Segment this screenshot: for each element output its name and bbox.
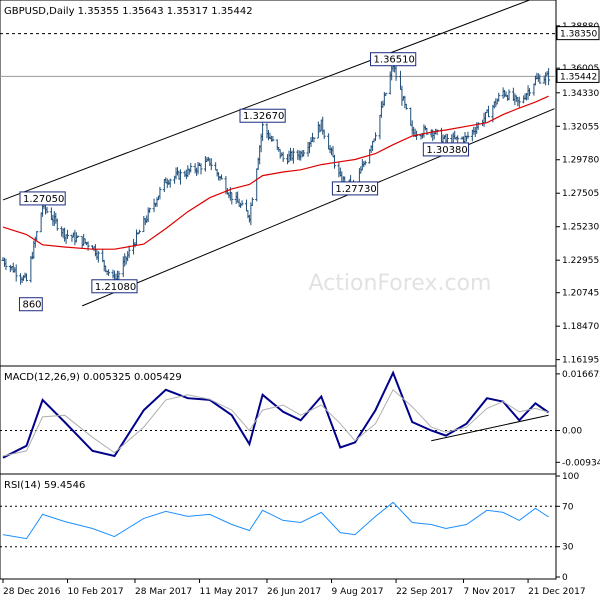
last-price-badge <box>556 68 600 83</box>
channel-line-lower <box>82 108 555 307</box>
macd-series-macd <box>2 370 550 459</box>
x-axis-label: 10 Feb 2017 <box>68 587 124 597</box>
price-annotation-label: 1.21080 <box>95 282 136 293</box>
price-annotation-label: 860 <box>22 300 41 311</box>
price-layer: 1.388801.360051.343301.320551.297801.275… <box>0 0 600 366</box>
axis-layer: 28 Dec 2016 10 Feb 2017 28 Mar 2017 11 May … <box>2 579 586 597</box>
price-title: GBPUSD,Daily 1.35355 1.35643 1.35317 1.3… <box>4 6 253 17</box>
price-annotation-badge <box>331 181 379 196</box>
x-axis-label: 11 May 2017 <box>200 587 259 597</box>
x-axis-label: 28 Mar 2017 <box>135 587 192 597</box>
rsi-title: RSI(14) 59.4546 <box>4 480 85 491</box>
macd-trendline <box>431 414 549 442</box>
price-annotation-badge <box>18 297 43 312</box>
rsi-layer: 100 70 30 0 <box>0 472 579 583</box>
x-axis-label: 26 Jun 2017 <box>267 587 321 597</box>
price-y-tick-label: 1.32055 <box>562 122 599 132</box>
macd-y-tick-label: 0.016672 <box>562 370 600 380</box>
price-annotation-label: 1.36510 <box>374 55 415 66</box>
price-annotation-label: 1.32670 <box>243 111 284 122</box>
price-y-tick-label: 1.16195 <box>562 356 599 366</box>
watermark: ActionForex.com <box>309 271 492 296</box>
price-annotation-badge <box>370 52 417 67</box>
price-annotation-label: 1.27050 <box>23 194 64 205</box>
x-axis-label: 22 Sep 2017 <box>396 587 453 597</box>
last-price-label: 1.35442 <box>560 72 597 82</box>
macd-series-signal <box>2 389 549 457</box>
macd-y-tick-label: 0.00 <box>562 427 582 437</box>
price-y-tick-label: 1.18470 <box>562 322 599 332</box>
price-panel-frame <box>0 0 557 367</box>
x-axis-label: 28 Dec 2016 <box>3 587 61 597</box>
rsi-y-tick-label: 0 <box>562 573 568 583</box>
macd-title: MACD(12,26,9) 0.005325 0.005429 <box>4 372 182 383</box>
price-annotation-badge <box>91 279 138 294</box>
price-annotation-label: 1.27730 <box>335 184 376 195</box>
macd-y-tick-label: -0.009345 <box>562 458 600 468</box>
price-y-tick-label: 1.20745 <box>562 289 599 299</box>
channel-line-upper <box>2 0 532 201</box>
rsi-y-tick-label: 100 <box>562 472 579 482</box>
rsi-y-tick-label: 70 <box>562 502 574 512</box>
x-axis-label: 9 Aug 2017 <box>332 587 384 597</box>
rsi-y-tick-label: 30 <box>562 543 574 553</box>
x-axis-label: 7 Nov 2017 <box>464 587 516 597</box>
price-annotation-badge <box>239 108 286 123</box>
moving-average-line <box>2 95 549 250</box>
x-axis-label: 21 Dec 2017 <box>528 587 586 597</box>
price-y-tick-label: 1.29780 <box>562 156 599 166</box>
macd-layer: 0.016672 0.00 -0.009345 <box>0 370 600 468</box>
rsi-line <box>2 501 549 540</box>
price-annotation-label: 1.30380 <box>426 145 467 156</box>
resistance-label: 1.38350 <box>560 30 597 40</box>
price-y-tick-label: 1.22955 <box>562 256 599 266</box>
rsi-panel-frame <box>0 473 557 580</box>
price-annotation-badge <box>422 142 470 157</box>
price-annotation-badge <box>19 191 66 206</box>
resistance-badge <box>556 26 600 41</box>
price-y-tick-label: 1.25230 <box>562 223 599 233</box>
price-y-tick-label: 1.34330 <box>562 89 599 99</box>
price-y-tick-label: 1.27505 <box>562 189 599 199</box>
